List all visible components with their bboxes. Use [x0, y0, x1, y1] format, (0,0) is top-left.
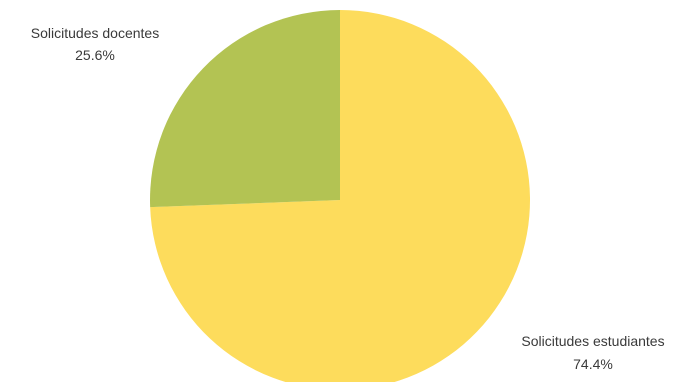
slice-label-docentes: Solicitudes docentes [31, 25, 159, 41]
pie-slices [150, 10, 530, 382]
slice-percent-docentes: 25.6% [75, 47, 115, 63]
slice-percent-estudiantes: 74.4% [573, 356, 613, 372]
slice-label-estudiantes: Solicitudes estudiantes [521, 333, 664, 349]
pie-slice-estudiantes [150, 10, 530, 382]
pie-slice-docentes [150, 10, 340, 208]
